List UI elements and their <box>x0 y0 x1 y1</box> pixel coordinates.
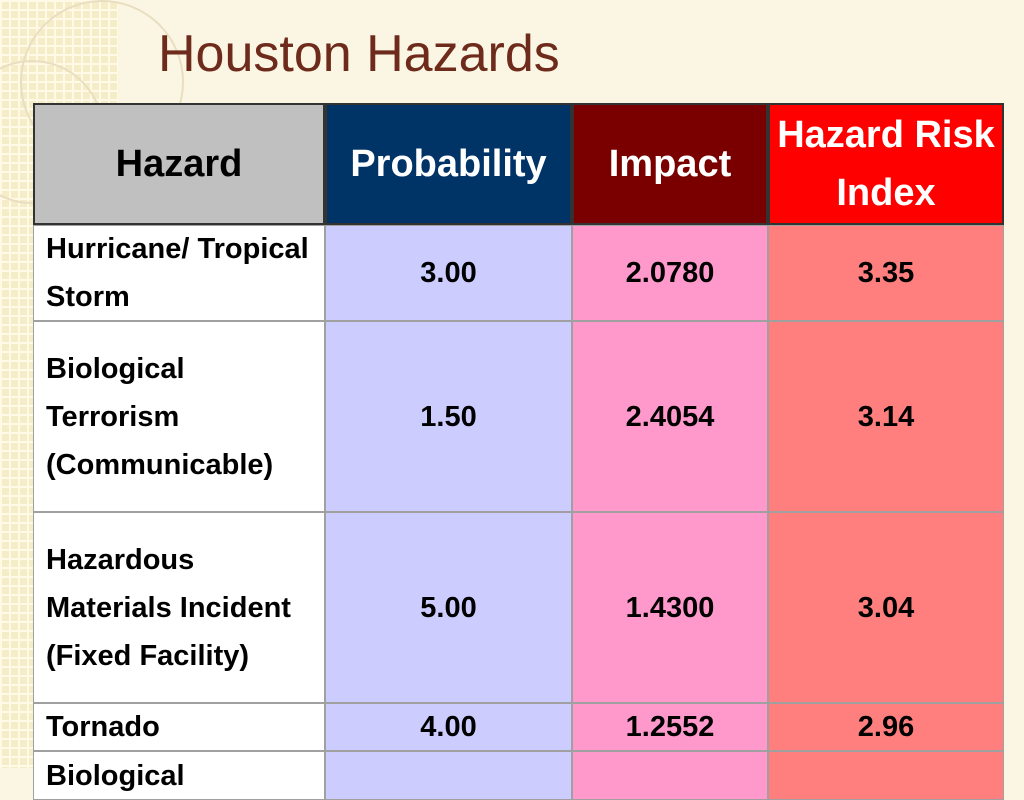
table-value: 1.4300 <box>572 512 768 703</box>
table-value: 3.04 <box>768 512 1004 703</box>
hazard-name: Hurricane/ Tropical Storm <box>33 225 325 321</box>
table-value: 5.00 <box>325 512 572 703</box>
table-value <box>572 751 768 800</box>
table-value: 1.2552 <box>572 703 768 751</box>
column-header: Hazard <box>33 103 325 225</box>
hazard-name: Biological Terrorism (Communicable) <box>33 321 325 512</box>
table-value: 3.14 <box>768 321 1004 512</box>
table-value: 4.00 <box>325 703 572 751</box>
column-header: Hazard Risk Index <box>768 103 1004 225</box>
table-value: 2.0780 <box>572 225 768 321</box>
column-header: Impact <box>572 103 768 225</box>
table-value: 1.50 <box>325 321 572 512</box>
slide-title: Houston Hazards <box>158 25 560 83</box>
table-value <box>325 751 572 800</box>
table-value: 3.35 <box>768 225 1004 321</box>
column-header: Probability <box>325 103 572 225</box>
table-value: 2.4054 <box>572 321 768 512</box>
table-value: 3.00 <box>325 225 572 321</box>
hazard-name: Hazardous Materials Incident (Fixed Faci… <box>33 512 325 703</box>
table-value: 2.96 <box>768 703 1004 751</box>
hazard-name: Biological <box>33 751 325 800</box>
hazard-name: Tornado <box>33 703 325 751</box>
table-value <box>768 751 1004 800</box>
